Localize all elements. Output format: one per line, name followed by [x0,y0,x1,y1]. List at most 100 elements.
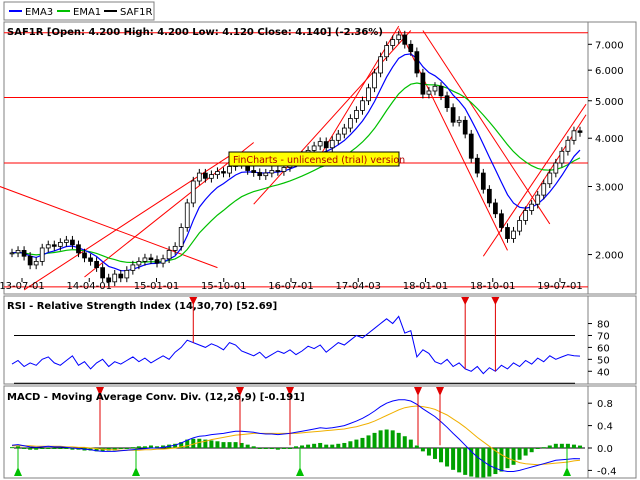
candle-body [45,244,51,249]
macd-hist-bar [142,446,147,448]
macd-hist-bar [70,448,75,450]
candle-body [366,87,371,102]
price-y-tick-label: 5.000 [595,97,624,108]
macd-hist-bar [541,447,546,449]
candle-body [426,90,432,95]
macd-hist-bar [348,441,353,448]
macd-hist-bar [312,443,317,448]
macd-hist-bar [463,448,468,475]
macd-buy-marker [563,467,571,476]
candle-body [432,85,438,92]
candle-body [535,194,541,205]
price-x-tick-label: 13-07-01 [0,281,45,292]
downtrend-line [0,186,218,269]
rsi-title: RSI - Relative Strength Index (14,30,70)… [7,301,277,312]
macd-hist-bar [58,448,63,449]
candle-body [15,250,21,254]
macd-hist-bar [559,443,564,448]
candle-body [21,250,27,257]
candle-body [251,170,257,173]
macd-hist-bar [553,443,558,448]
candle-body [378,56,383,74]
macd-hist-bar [529,448,534,453]
macd-hist-bar [209,440,214,448]
macd-hist-bar [396,432,401,448]
macd-sell-marker [286,387,294,396]
candle-body [257,172,263,177]
candle-body [196,172,202,182]
macd-panel [3,385,637,479]
candle-body [462,119,468,135]
price-x-tick-label: 15-10-01 [201,281,246,292]
candle-body [227,166,232,174]
macd-hist-bar [336,443,341,448]
candle-body [221,171,226,174]
candle-body [9,252,15,255]
macd-hist-bar [342,442,347,448]
candle-body [178,227,184,247]
macd-hist-bar [155,446,160,448]
candle-body [51,244,57,247]
candle-body [329,139,335,149]
macd-buy-marker [296,467,304,476]
macd-hist-bar [179,442,184,448]
candle-body [136,261,142,266]
macd-buy-marker [14,467,22,476]
price-x-tick-label: 18-01-01 [403,281,448,292]
candle-body [456,119,462,123]
macd-hist-bar [233,442,238,448]
candle-body [281,167,287,172]
rsi-y-tick-label: 60 [597,343,610,354]
legend: EMA3 EMA1 SAF1R [3,1,155,21]
uptrend-channel-lower [23,155,230,291]
recovery-channel-lower [482,103,587,257]
candle-body [88,257,93,262]
uptrend-channel-mid [84,142,255,278]
candle-body [505,227,510,239]
downtrend-channel-lower [422,30,551,225]
macd-hist-bar [161,445,166,448]
macd-signal-line [12,405,581,466]
macd-hist-bar [408,439,413,448]
macd-hist-bar [384,429,389,448]
candle-body [148,257,154,261]
macd-hist-bar [300,445,305,448]
candle-body [202,172,208,179]
rsi-sell-marker [461,297,470,305]
macd-hist-bar [451,448,456,470]
rsi-y-tick-label: 50 [597,355,610,366]
candle-body [486,188,492,204]
candle-body [480,172,486,190]
candle-body [311,145,317,151]
macd-hist-bar [360,437,365,448]
candle-body [94,261,99,269]
candle-body [450,107,456,123]
macd-hist-bar [28,448,33,450]
macd-hist-bar [517,448,522,460]
price-y-tick-label: 4.000 [595,134,624,145]
candle-body [118,273,124,279]
macd-hist-bar [22,448,27,449]
price-y-tick-label: 6.000 [595,66,624,77]
candle-body [444,95,450,109]
candle-body [565,139,571,152]
candle-body [100,267,106,279]
price-x-tick-label: 16-07-01 [268,281,313,292]
price-x-tick-label: 14-04-01 [67,281,112,292]
macd-hist-bar [227,442,232,448]
candle-body [172,245,178,251]
macd-hist-bar [372,432,377,448]
candle-body [517,220,522,232]
rsi-y-tick-label: 80 [597,320,610,331]
legend-entry-saf1r: SAF1R [120,7,152,18]
macd-hist-bar [239,442,244,448]
macd-hist-bar [324,444,329,448]
macd-hist-bar [46,448,51,449]
macd-hist-bar [10,447,14,449]
macd-y-axis: 0.8 0.4 0.0 -0.4 [588,399,617,477]
macd-hist-bar [578,445,582,448]
macd-hist-bar [318,442,323,448]
macd-hist-bar [251,446,256,448]
rsi-y-tick-label: 70 [597,331,610,342]
